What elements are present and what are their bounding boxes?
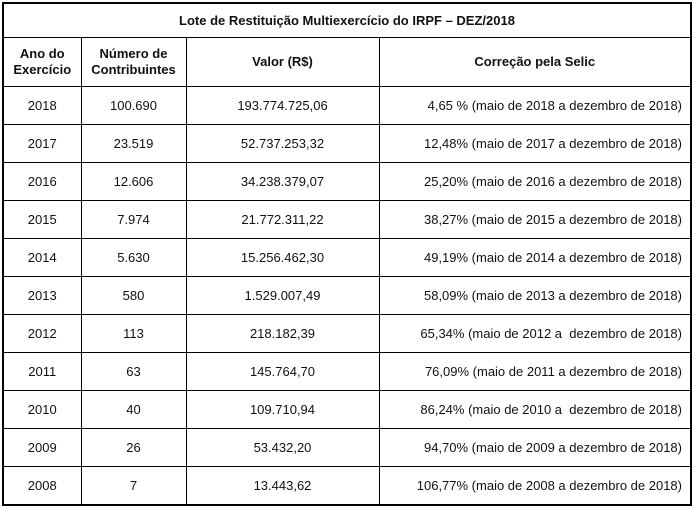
cell-correcao: 106,77% (maio de 2008 a dezembro de 2018… [378,466,692,506]
cell-valor: 15.256.462,30 [185,238,380,277]
cell-correcao: 38,27% (maio de 2015 a dezembro de 2018) [378,200,692,239]
cell-valor: 52.737.253,32 [185,124,380,163]
header-ano: Ano do Exercício [2,37,82,87]
header-valor: Valor (R$) [185,37,380,87]
table-row: 2008 7 13.443,62 106,77% (maio de 2008 a de… [2,466,692,506]
cell-correcao: 76,09% (maio de 2011 a dezembro de 2018) [378,352,692,391]
cell-correcao: 86,24% (maio de 2010 a dezembro de 2018) [378,390,692,429]
cell-ano: 2013 [2,276,82,315]
table-row: 2017 23.519 52.737.253,32 12,48% (maio de 2… [2,124,692,163]
header-contribuintes: Número de Contribuintes [80,37,187,87]
cell-contribuintes: 12.606 [80,162,187,201]
cell-valor: 53.432,20 [185,428,380,467]
header-ano-line1: Ano do [19,46,65,61]
cell-contribuintes: 5.630 [80,238,187,277]
cell-valor: 145.764,70 [185,352,380,391]
table-body: 2018 100.690 193.774.725,06 4,65 % (maio de… [2,86,692,506]
cell-contribuintes: 23.519 [80,124,187,163]
table-row: 2013 580 1.529.007,49 58,09% (maio de 2013 … [2,276,692,315]
cell-correcao: 94,70% (maio de 2009 a dezembro de 2018) [378,428,692,467]
cell-ano: 2011 [2,352,82,391]
cell-contribuintes: 7.974 [80,200,187,239]
cell-ano: 2012 [2,314,82,353]
cell-ano: 2017 [2,124,82,163]
cell-correcao: 4,65 % (maio de 2018 a dezembro de 2018) [378,86,692,125]
cell-contribuintes: 7 [80,466,187,506]
header-correcao: Correção pela Selic [378,37,692,87]
cell-valor: 1.529.007,49 [185,276,380,315]
cell-valor: 193.774.725,06 [185,86,380,125]
header-num-line2: Contribuintes [91,62,176,77]
cell-ano: 2008 [2,466,82,506]
cell-ano: 2015 [2,200,82,239]
cell-valor: 21.772.311,22 [185,200,380,239]
cell-contribuintes: 26 [80,428,187,467]
cell-valor: 34.238.379,07 [185,162,380,201]
restituicao-table: Lote de Restituição Multiexercício do IR… [2,2,692,506]
cell-ano: 2010 [2,390,82,429]
cell-ano: 2018 [2,86,82,125]
table-row: 2016 12.606 34.238.379,07 25,20% (maio de 2… [2,162,692,201]
table-row: 2009 26 53.432,20 94,70% (maio de 2009 a de… [2,428,692,467]
table-row: 2018 100.690 193.774.725,06 4,65 % (maio de… [2,86,692,125]
cell-ano: 2016 [2,162,82,201]
table-row: 2011 63 145.764,70 76,09% (maio de 2011 a d… [2,352,692,391]
table-title: Lote de Restituição Multiexercício do IR… [2,2,692,38]
cell-valor: 218.182,39 [185,314,380,353]
cell-correcao: 12,48% (maio de 2017 a dezembro de 2018) [378,124,692,163]
table-row: 2012 113 218.182,39 65,34% (maio de 2012 a … [2,314,692,353]
cell-correcao: 65,34% (maio de 2012 a dezembro de 2018) [378,314,692,353]
cell-contribuintes: 40 [80,390,187,429]
cell-ano: 2014 [2,238,82,277]
table-row: 2010 40 109.710,94 86,24% (maio de 2010 a d… [2,390,692,429]
cell-contribuintes: 100.690 [80,86,187,125]
cell-ano: 2009 [2,428,82,467]
table-row: 2015 7.974 21.772.311,22 38,27% (maio de 20… [2,200,692,239]
header-num-line1: Número de [99,46,168,61]
cell-contribuintes: 113 [80,314,187,353]
table-row: 2014 5.630 15.256.462,30 49,19% (maio de 20… [2,238,692,277]
cell-valor: 13.443,62 [185,466,380,506]
cell-contribuintes: 63 [80,352,187,391]
cell-correcao: 49,19% (maio de 2014 a dezembro de 2018) [378,238,692,277]
cell-correcao: 58,09% (maio de 2013 a dezembro de 2018) [378,276,692,315]
header-ano-line2: Exercício [13,62,72,77]
cell-valor: 109.710,94 [185,390,380,429]
cell-contribuintes: 580 [80,276,187,315]
cell-correcao: 25,20% (maio de 2016 a dezembro de 2018) [378,162,692,201]
